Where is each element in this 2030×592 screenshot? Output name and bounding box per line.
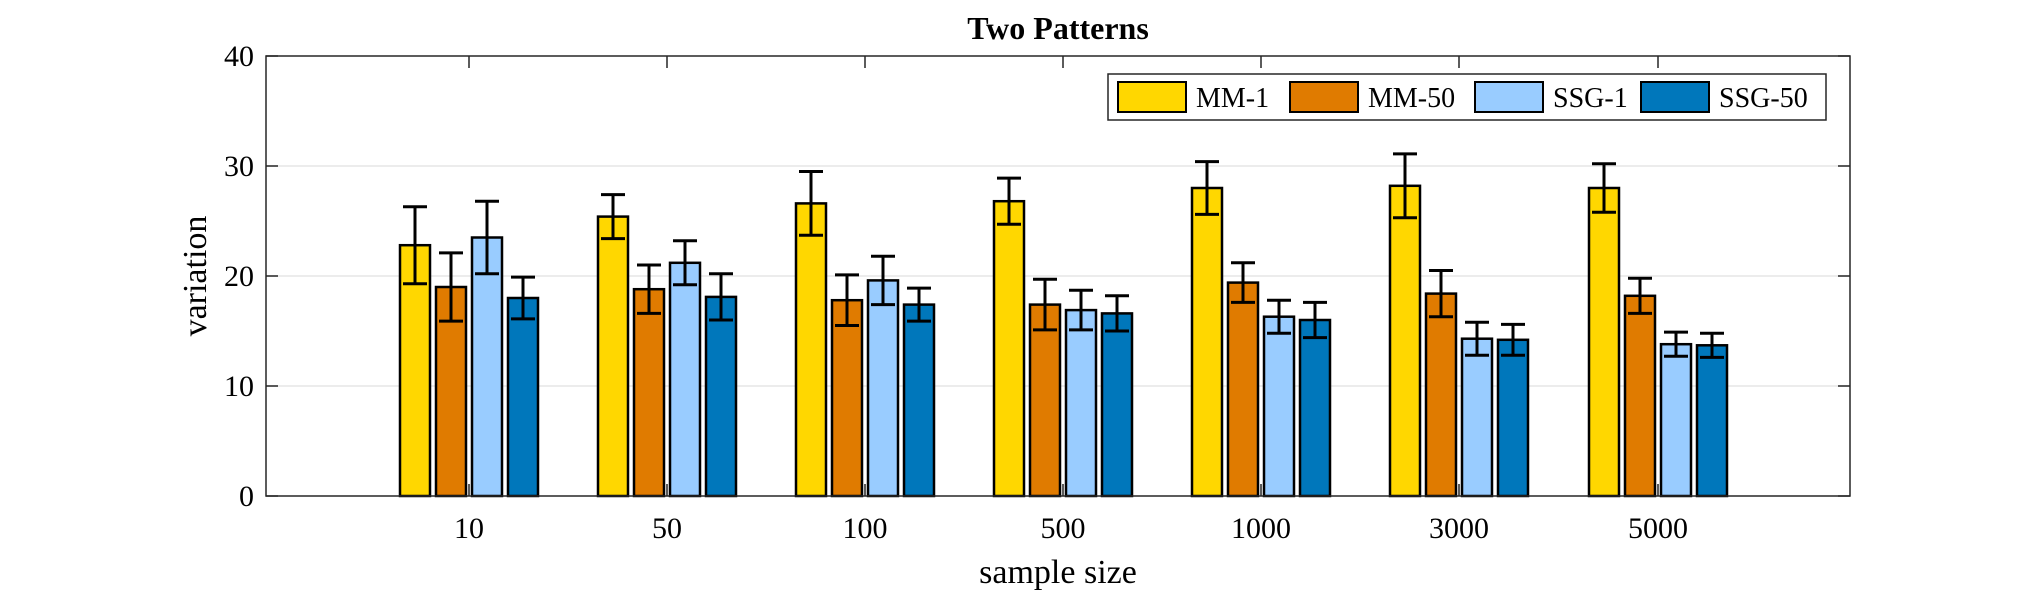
x-tick-label: 3000	[1429, 512, 1489, 545]
bar-ssg-1-10	[470, 236, 504, 498]
y-tick-label: 0	[239, 480, 254, 513]
bar-mm-50-50	[632, 287, 666, 498]
bar-ssg-50-1000	[1298, 318, 1332, 498]
bar-mm-1-50	[596, 215, 630, 498]
legend-label-mm-1: MM-1	[1196, 83, 1269, 114]
bar-ssg-1-50	[668, 261, 702, 498]
x-tick-label: 100	[843, 512, 888, 545]
chart-title: Two Patterns	[967, 10, 1149, 46]
legend-label-ssg-1: SSG-1	[1553, 83, 1628, 114]
bar-mm-50-1000	[1226, 281, 1260, 498]
x-tick-label: 10	[454, 512, 484, 545]
bar-ssg-50-100	[902, 303, 936, 498]
bar-ssg-50-3000	[1496, 338, 1530, 498]
x-tick-label: 1000	[1231, 512, 1291, 545]
y-tick-label: 10	[224, 370, 254, 403]
x-tick-label: 500	[1041, 512, 1086, 545]
bar-mm-50-5000	[1623, 294, 1657, 498]
bar-ssg-1-5000	[1659, 342, 1693, 498]
x-axis-ticks: 10 50 100 500 1000 3000 5000	[454, 56, 1688, 545]
bar-mm-1-3000	[1388, 184, 1422, 498]
bar-mm-1-5000	[1587, 186, 1621, 498]
bar-ssg-50-10	[506, 296, 540, 498]
legend-swatch-mm-1	[1117, 81, 1187, 113]
legend-swatch-ssg-1	[1474, 81, 1544, 113]
bar-ssg-1-3000	[1460, 337, 1494, 498]
legend-swatch-mm-50	[1289, 81, 1359, 113]
bar-ssg-1-100	[866, 279, 900, 498]
y-axis-label: variation	[177, 216, 214, 337]
bar-mm-1-10	[398, 243, 432, 498]
bar-ssg-50-50	[704, 295, 738, 498]
bar-mm-50-500	[1028, 303, 1062, 498]
bars	[398, 152, 1729, 498]
bar-mm-50-100	[830, 298, 864, 498]
bar-ssg-50-500	[1100, 312, 1134, 498]
bar-mm-1-100	[794, 202, 828, 498]
legend-label-mm-50: MM-50	[1368, 83, 1455, 114]
x-tick-label: 50	[652, 512, 682, 545]
bar-mm-50-3000	[1424, 292, 1458, 498]
y-tick-label: 20	[224, 260, 254, 293]
bar-ssg-1-500	[1064, 308, 1098, 498]
y-tick-label: 40	[224, 40, 254, 73]
bar-mm-1-500	[992, 199, 1026, 498]
legend-swatch-ssg-50	[1640, 81, 1710, 113]
bar-mm-1-1000	[1190, 186, 1224, 498]
legend: MM-1 MM-50 SSG-1 SSG-50	[1107, 73, 1827, 121]
bar-ssg-1-1000	[1262, 315, 1296, 498]
bar-ssg-50-5000	[1695, 344, 1729, 498]
legend-label-ssg-50: SSG-50	[1719, 83, 1808, 114]
y-axis-ticks: 0 10 20 30 40	[224, 40, 1850, 513]
x-tick-label: 5000	[1628, 512, 1688, 545]
y-tick-label: 30	[224, 150, 254, 183]
x-axis-label: sample size	[979, 554, 1137, 591]
